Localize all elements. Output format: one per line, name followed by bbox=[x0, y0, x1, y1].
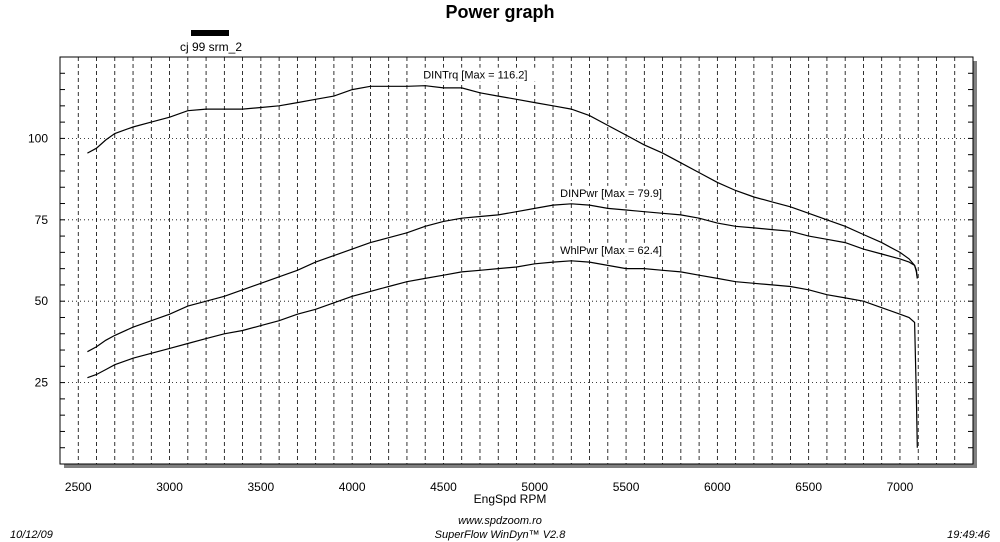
chart-title: Power graph bbox=[445, 2, 554, 22]
x-tick-label-4500: 4500 bbox=[430, 480, 457, 494]
series-label-bg-whlpwr bbox=[558, 242, 677, 257]
y-tick-label-50: 50 bbox=[35, 294, 49, 308]
x-tick-label-3500: 3500 bbox=[248, 480, 275, 494]
y-tick-label-75: 75 bbox=[35, 213, 49, 227]
minor-ticks bbox=[60, 72, 973, 449]
y-tick-label-100: 100 bbox=[28, 131, 48, 145]
footer-date: 10/12/09 bbox=[10, 529, 53, 541]
x-tick-label-6500: 6500 bbox=[795, 480, 822, 494]
footer-website: www.spdzoom.ro bbox=[458, 515, 542, 527]
x-tick-label-3000: 3000 bbox=[156, 480, 183, 494]
series-label-dinpwr: DINPwr [Max = 79.9] bbox=[560, 188, 662, 200]
x-tick-label-5500: 5500 bbox=[613, 480, 640, 494]
series-lines bbox=[87, 85, 918, 448]
tick-labels: 25 50 75 100 2500 3000 3500 4000 4500 5000 5500 600… bbox=[28, 131, 914, 494]
series-label-whlpwr: WhlPwr [Max = 62.4] bbox=[560, 245, 662, 257]
series-line-dinpwr bbox=[87, 203, 918, 353]
footer-software: SuperFlow WinDyn™ V2.8 bbox=[435, 529, 567, 541]
legend-label: cj 99 srm_2 bbox=[180, 40, 242, 54]
legend-swatch bbox=[191, 30, 229, 36]
series-line-dintrq bbox=[87, 85, 918, 279]
series-line-whlpwr bbox=[87, 260, 918, 448]
grid-lines bbox=[60, 57, 973, 464]
series-labels: DINTrq [Max = 116.2] DINPwr [Max = 79.9] W… bbox=[421, 67, 677, 257]
y-tick-label-25: 25 bbox=[35, 376, 49, 390]
series-label-dintrq: DINTrq [Max = 116.2] bbox=[423, 70, 527, 82]
series-label-bg-dinpwr bbox=[558, 185, 677, 200]
x-tick-label-2500: 2500 bbox=[65, 480, 92, 494]
x-tick-label-5000: 5000 bbox=[521, 480, 548, 494]
x-tick-label-7000: 7000 bbox=[887, 480, 914, 494]
x-tick-label-4000: 4000 bbox=[339, 480, 366, 494]
x-axis-label: EngSpd RPM bbox=[474, 492, 547, 506]
series-label-bg-dintrq bbox=[421, 67, 540, 82]
x-tick-label-6000: 6000 bbox=[704, 480, 731, 494]
footer-time: 19:49:46 bbox=[947, 529, 991, 541]
